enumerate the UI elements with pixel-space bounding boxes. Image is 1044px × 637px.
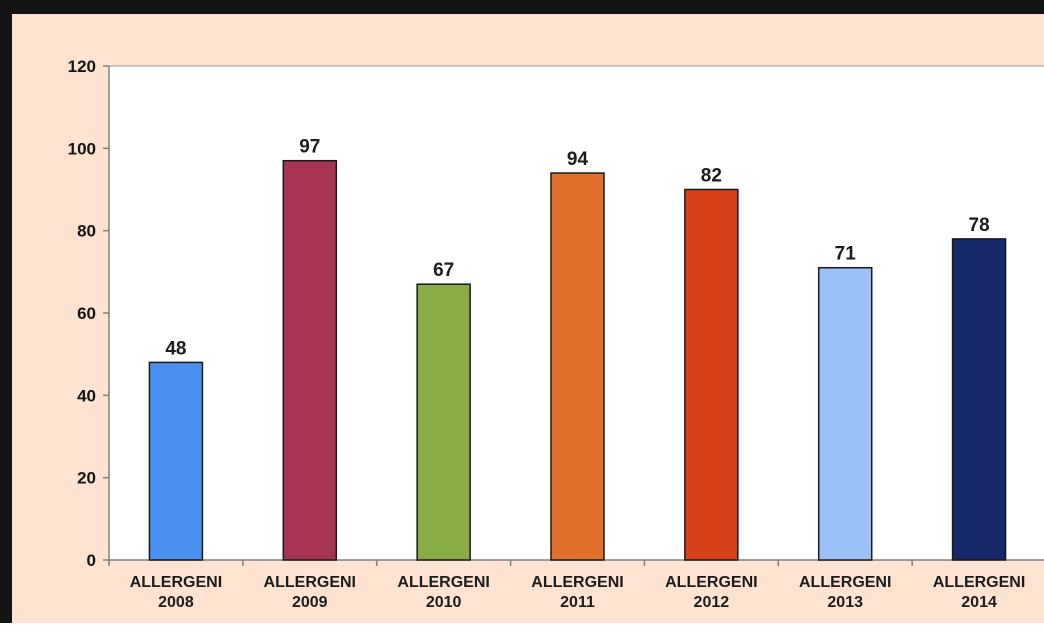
category-label-line1: ALLERGENI [531, 574, 623, 591]
bar-2012 [684, 188, 739, 561]
category-label-line2: 2011 [560, 594, 595, 611]
category-label-line2: 2014 [961, 594, 997, 611]
data-label-2010: 67 [433, 260, 454, 281]
data-label-2012: 82 [701, 166, 722, 187]
y-tick-label: 80 [77, 222, 96, 241]
data-label-2013: 71 [835, 244, 857, 265]
bar-2010 [416, 283, 471, 561]
category-label-line1: ALLERGENI [397, 574, 489, 591]
bar-2014 [951, 238, 1007, 561]
data-label-2011: 94 [567, 149, 589, 170]
category-label-line2: 2008 [158, 594, 194, 611]
data-label-2009: 97 [299, 137, 320, 158]
category-label-line2: 2012 [694, 594, 730, 611]
category-label-line2: 2009 [292, 594, 328, 611]
category-label-line1: ALLERGENI [933, 574, 1025, 591]
y-axis-ticks: 0 20 40 60 80 100 120 [68, 57, 109, 570]
bar-series [148, 159, 1007, 561]
category-label-line2: 2010 [426, 594, 462, 611]
y-tick-label: 0 [87, 551, 96, 570]
chart-frame: 0 20 40 60 80 100 120 48 97 67 94 82 71 78 ALLERGENI… [0, 0, 1044, 623]
bar-2008 [148, 361, 204, 561]
y-tick-label: 20 [77, 469, 96, 488]
category-label-line2: 2013 [827, 594, 863, 611]
bar-2011 [550, 172, 605, 561]
bar-chart: 0 20 40 60 80 100 120 48 97 67 94 82 71 78 ALLERGENI… [68, 57, 1044, 611]
y-tick-label: 40 [77, 386, 96, 405]
category-label-line1: ALLERGENI [130, 574, 222, 591]
data-label-2008: 48 [165, 338, 186, 359]
bar-2009 [282, 159, 338, 561]
data-labels: 48 97 67 94 82 71 78 [165, 137, 989, 360]
category-label-line1: ALLERGENI [665, 574, 757, 591]
bar-2013 [817, 266, 873, 561]
category-label-line1: ALLERGENI [264, 574, 356, 591]
x-axis-ticks [108, 560, 913, 566]
category-labels: ALLERGENI 2008 ALLERGENI 2009 ALLERGENI 2010 A… [130, 574, 1026, 611]
y-tick-label: 120 [68, 57, 96, 76]
y-tick-label: 100 [68, 139, 96, 158]
y-tick-label: 60 [77, 304, 96, 323]
data-label-2014: 78 [969, 215, 990, 236]
category-label-line1: ALLERGENI [799, 574, 891, 591]
